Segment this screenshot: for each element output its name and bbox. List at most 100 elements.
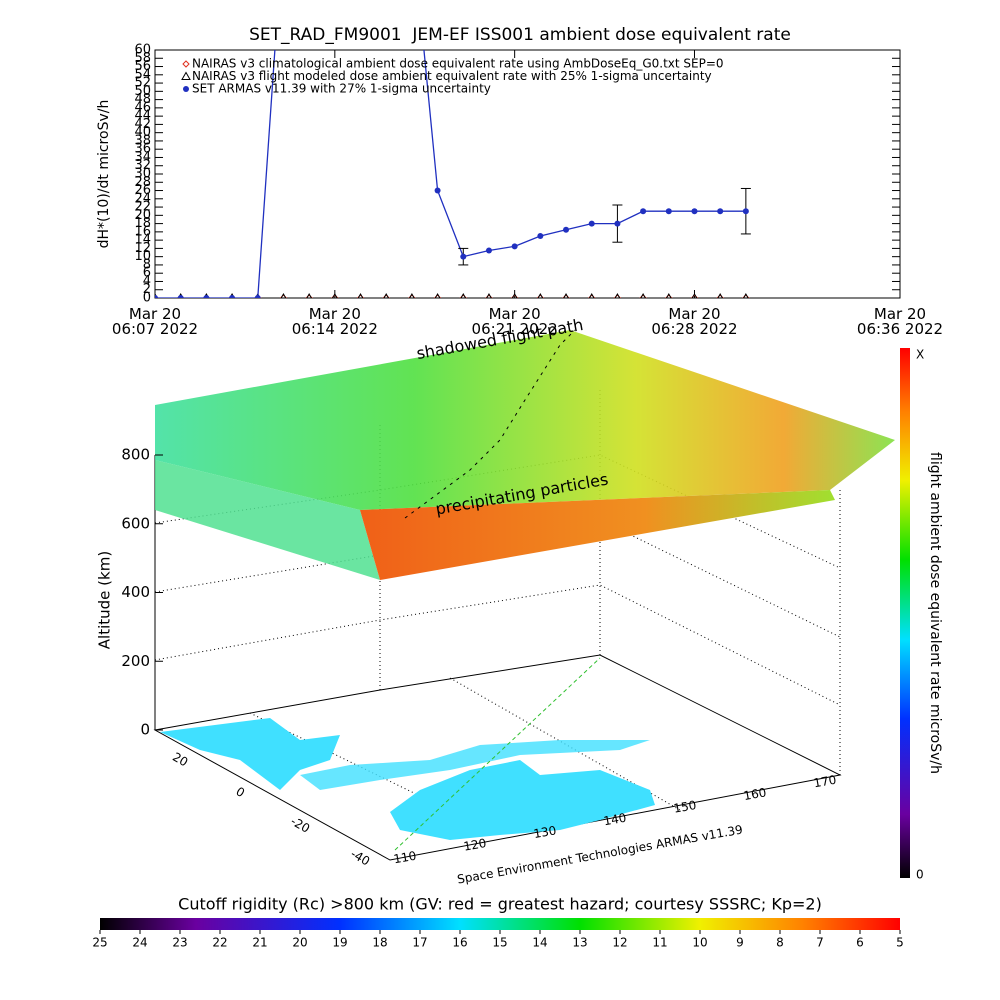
data-point: [409, 292, 415, 298]
data-point: [485, 247, 492, 254]
data-point: [511, 292, 518, 298]
y-tick-label: 60: [134, 43, 151, 58]
y-tick-label: 0: [143, 291, 151, 306]
data-point: [357, 292, 364, 298]
cutoff-tick-label: 11: [652, 936, 667, 950]
data-point: [665, 208, 672, 215]
data-point: [742, 208, 749, 215]
lat-tick-label: 0: [233, 784, 247, 800]
data-point: [177, 295, 184, 298]
dose-slab: [155, 330, 895, 510]
y-tick-label: 48: [134, 92, 151, 107]
data-point: [717, 208, 724, 215]
grid-line: [154, 519, 841, 638]
cutoff-label: Cutoff rigidity (Rc) >800 km (GV: red = …: [178, 895, 822, 914]
cutoff-tick-label: 20: [292, 936, 307, 950]
x-tick-label: Mar 20 06:36 2022: [856, 305, 944, 338]
lon-tick-label: 110: [392, 849, 417, 867]
data-point: [155, 295, 158, 298]
cutoff-tick-label: 24: [132, 936, 147, 950]
data-point: [537, 292, 544, 298]
cutoff-tick-label: 19: [332, 936, 347, 950]
data-point: [614, 292, 621, 298]
cutoff-tick-label: 7: [816, 936, 824, 950]
lon-tick-label: 140: [602, 811, 627, 829]
data-point: [537, 233, 544, 239]
plot-data: [155, 50, 751, 298]
land: [390, 760, 655, 840]
y-tick-label: 20: [134, 208, 151, 223]
floor: [153, 654, 842, 861]
cutoff-tick-label: 15: [492, 936, 507, 950]
colorbar-bottom: 0: [916, 868, 924, 882]
ground-track: [394, 657, 601, 851]
flight-path: [404, 329, 576, 519]
y-tick-label: 54: [134, 67, 151, 82]
legend-marker: [181, 71, 191, 80]
cutoff-tick-label: 18: [372, 936, 387, 950]
data-point: [254, 295, 261, 298]
z-tick-label: 800: [121, 446, 150, 464]
legend-marker: [182, 60, 190, 68]
y-tick-label: 40: [134, 125, 151, 140]
y-tick-label: 38: [134, 133, 151, 148]
cutoff-tick-label: 9: [736, 936, 744, 950]
data-point: [665, 292, 672, 298]
dose-colorbar: [900, 348, 910, 878]
y-tick-label: 34: [134, 150, 151, 165]
y-tick-label: 58: [134, 51, 151, 66]
y-tick-label: 44: [134, 109, 151, 124]
y-tick-label: 22: [134, 200, 151, 215]
y-tick-label: 26: [134, 183, 151, 198]
x-tick-label: Mar 20 06:21 2022: [471, 305, 558, 338]
lon-tick-label: 120: [462, 836, 487, 854]
data-point: [717, 292, 724, 298]
data-point: [691, 208, 698, 215]
dose-slab-side: [155, 460, 380, 580]
y-tick-label: 8: [143, 257, 151, 272]
z-tick-label: 400: [121, 583, 150, 601]
y-tick-label: 36: [134, 142, 151, 157]
data-point: [280, 292, 287, 298]
data-point: [434, 292, 441, 298]
data-point: [691, 292, 698, 298]
data-point: [640, 208, 647, 215]
data-point: [563, 292, 569, 298]
y-tick-label: 18: [134, 216, 151, 231]
data-point: [563, 226, 570, 233]
series-line: [155, 50, 746, 298]
colorbar-label: flight ambient dose equivalent rate micr…: [927, 452, 943, 774]
data-point: [588, 220, 595, 227]
lon-tick-label: 130: [532, 823, 557, 841]
y-tick-label: 56: [134, 59, 151, 74]
legend-label: NAIRAS v3 flight modeled dose ambient eq…: [192, 69, 712, 83]
data-point: [614, 220, 621, 227]
y-tick-label: 30: [134, 167, 151, 182]
data-point: [743, 292, 749, 298]
data-point: [460, 292, 467, 298]
x-tick-label: Mar 20 06:28 2022: [651, 305, 738, 338]
legend-label: SET ARMAS v11.39 with 27% 1-sigma uncert…: [192, 82, 491, 96]
y-tick-label: 50: [134, 84, 151, 99]
dose-slab-front: [360, 490, 835, 580]
data-point: [511, 243, 518, 250]
data-point: [383, 292, 390, 298]
chart-title: SET_RAD_FM9001 JEM-EF ISS001 ambient dos…: [249, 25, 791, 45]
y-tick-label: 46: [134, 100, 151, 115]
cutoff-tick-label: 5: [896, 936, 904, 950]
data-point: [306, 292, 312, 298]
y-tick-label: 16: [134, 224, 151, 239]
data-point: [434, 187, 441, 194]
y-tick-label: 4: [143, 274, 151, 289]
data-point: [486, 292, 492, 298]
z-tick-label: 200: [121, 652, 150, 670]
data-point: [203, 295, 210, 298]
z-tick-label: 0: [140, 721, 150, 739]
y-tick-label: 12: [134, 241, 151, 256]
x-tick-label: Mar 20 06:14 2022: [291, 305, 378, 338]
y-tick-label: 28: [134, 175, 151, 190]
cutoff-tick-label: 13: [572, 936, 587, 950]
lon-tick-label: 160: [742, 785, 767, 803]
data-point: [640, 292, 646, 298]
